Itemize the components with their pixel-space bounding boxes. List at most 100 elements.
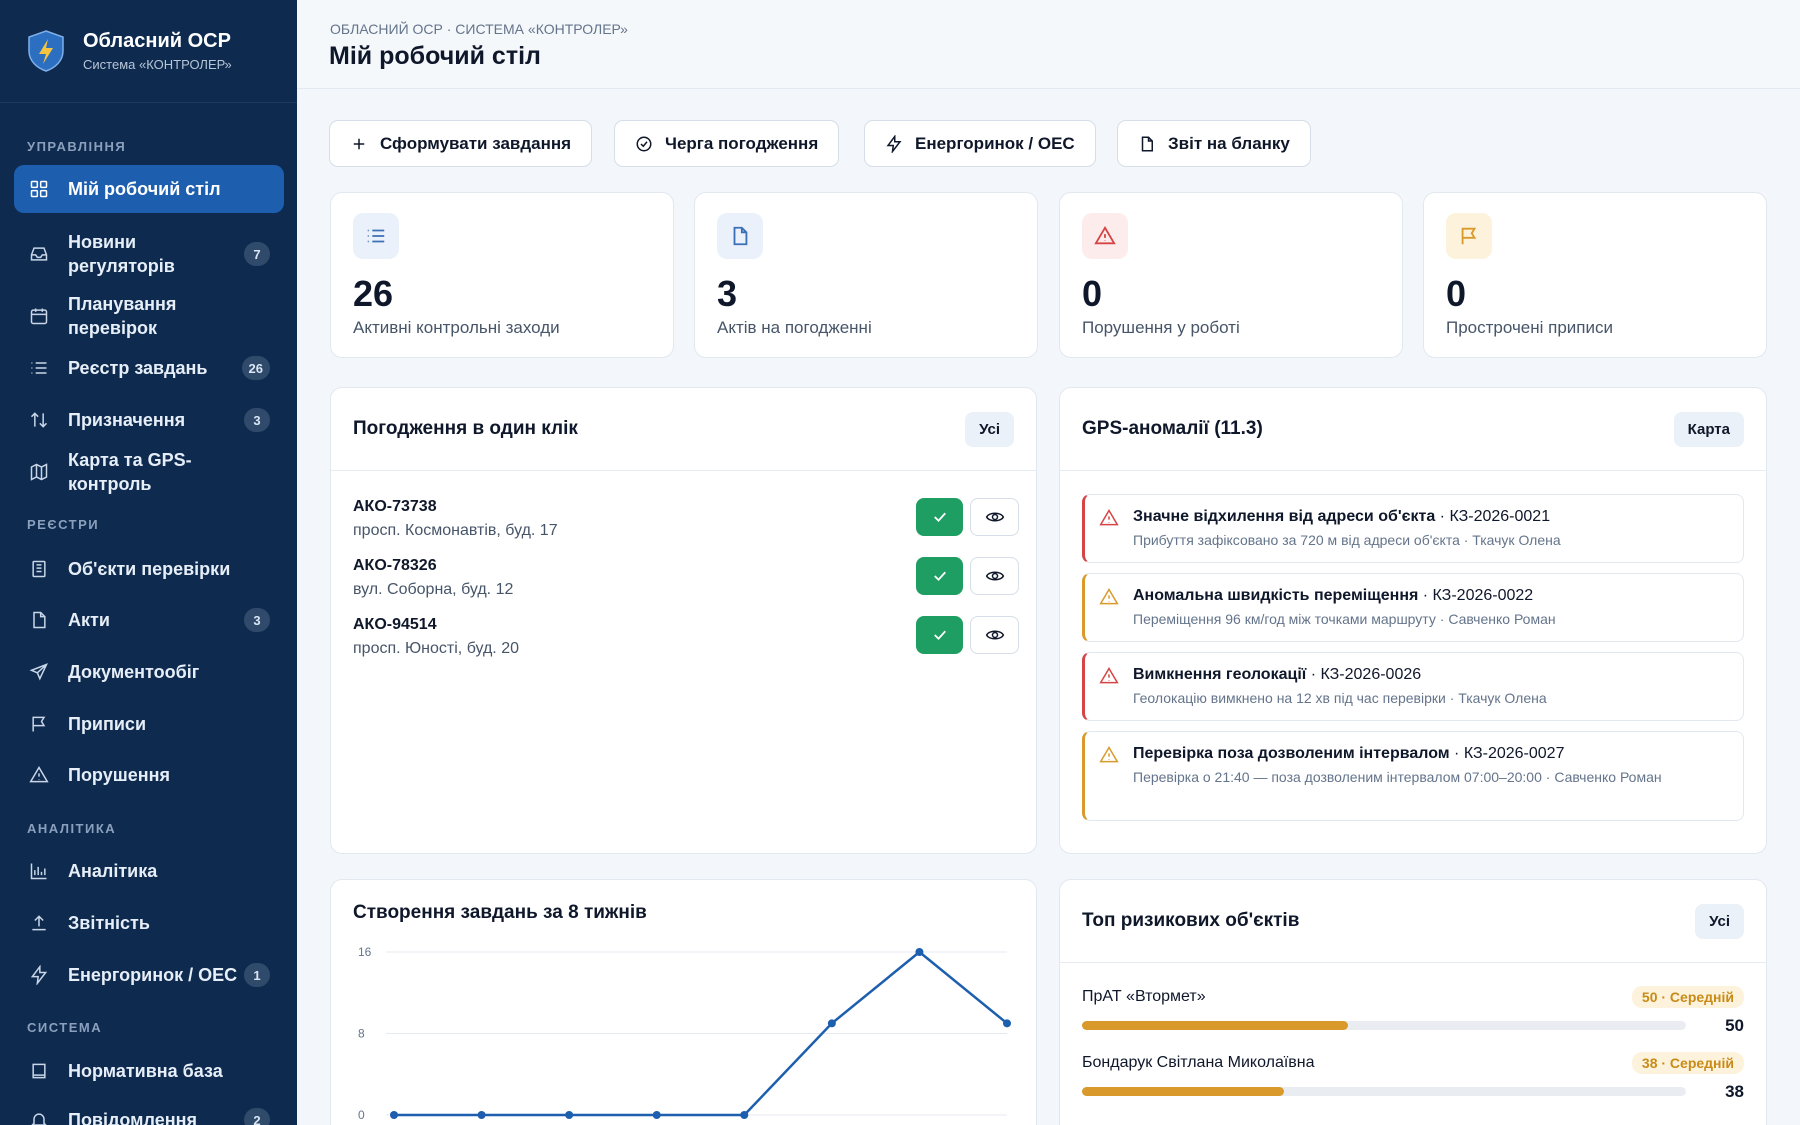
chart-icon <box>28 860 50 882</box>
create-task-label: Сформувати завдання <box>380 133 572 153</box>
stat-card-active-measures[interactable]: 26 Активні контрольні заходи <box>330 192 674 358</box>
sidebar-item-violations[interactable]: Порушення <box>14 753 284 797</box>
chart-y-tick-label: 0 <box>358 1108 365 1122</box>
chart-series-line <box>394 950 1008 1117</box>
sidebar-item-label: Новини регуляторів <box>68 232 175 276</box>
sidebar-item-label: Реєстр завдань <box>68 358 208 378</box>
stat-card-overdue-prescriptions[interactable]: 0 Прострочені приписи <box>1423 192 1767 358</box>
bell-icon <box>28 1109 50 1125</box>
brand-subtitle: Система «КОНТРОЛЕР» <box>83 57 232 72</box>
chart-point[interactable] <box>740 1111 749 1119</box>
sidebar-item-prescriptions[interactable]: Приписи <box>14 702 284 746</box>
risk-bar <box>1082 1021 1686 1030</box>
gps-anomalies-panel: GPS-аномалії (11.3) Карта Значне відхиле… <box>1059 387 1767 854</box>
warning-icon <box>1082 213 1128 259</box>
send-icon <box>28 661 50 683</box>
gps-anomaly-item[interactable]: Вимкнення геолокації · КЗ-2026-0026 Геол… <box>1082 652 1744 721</box>
sidebar-item-energy-market[interactable]: Енергоринок / ОЕС 1 <box>14 953 284 997</box>
tasks-line-chart: 0 8 16 <box>358 945 1011 1122</box>
list-icon <box>353 213 399 259</box>
stat-label: Прострочені приписи <box>1446 318 1614 337</box>
gps-anomaly-item[interactable]: Значне відхилення від адреси об'єкта · К… <box>1082 494 1744 563</box>
sidebar-item-label: Повідомлення <box>68 1110 197 1125</box>
create-task-button[interactable]: Сформувати завдання <box>329 120 593 167</box>
risk-bar-fill <box>1082 1021 1348 1030</box>
file-icon <box>717 213 763 259</box>
risk-row[interactable]: ПрАТ «Втормет» 50 · Середній 50 <box>1082 986 1744 1038</box>
gps-anomaly-desc: Перевірка о 21:40 — поза дозволеним інте… <box>1133 769 1662 785</box>
eye-icon <box>985 571 1004 581</box>
sidebar-item-reporting[interactable]: Звітність <box>14 901 284 945</box>
risk-row[interactable]: Бондарук Світлана Миколаївна 38 · Середн… <box>1082 1052 1744 1104</box>
gps-map-button[interactable]: Карта <box>1673 411 1744 447</box>
risk-objects-panel: Топ ризикових об'єктів Усі ПрАТ «Втормет… <box>1059 879 1767 1125</box>
sidebar-item-label: Мій робочий стіл <box>68 179 221 199</box>
risk-level-badge: 50 · Середній <box>1631 986 1744 1008</box>
chart-point[interactable] <box>565 1111 574 1119</box>
approval-row: АКО-94514 просп. Юності, буд. 20 <box>353 616 1019 668</box>
sidebar-item-regulatory-base[interactable]: Нормативна база <box>14 1049 284 1093</box>
gps-title: GPS-аномалії (11.3) <box>1082 418 1263 439</box>
sidebar-item-task-registry[interactable]: Реєстр завдань 26 <box>14 346 284 390</box>
sidebar-item-label: Документообіг <box>68 662 200 682</box>
sidebar-item-notifications[interactable]: Повідомлення 2 <box>14 1098 284 1125</box>
stat-card-acts-pending[interactable]: 3 Актів на погодженні <box>694 192 1038 358</box>
count-badge: 3 <box>244 408 270 432</box>
view-button[interactable] <box>970 616 1019 654</box>
risk-all-button[interactable]: Усі <box>1695 903 1744 939</box>
gps-anomaly-name: Вимкнення геолокації <box>1133 666 1307 683</box>
warning-icon <box>1099 587 1121 609</box>
book-icon <box>28 1060 50 1082</box>
gps-anomaly-desc: Геолокацію вимкнено на 12 хв під час пер… <box>1133 690 1547 706</box>
sidebar-item-planning[interactable]: Планування перевірок <box>14 294 284 338</box>
chart-point[interactable] <box>827 1019 836 1028</box>
stat-value: 3 <box>717 273 738 314</box>
stat-label: Активні контрольні заходи <box>353 318 560 337</box>
chart-point[interactable] <box>1003 1019 1011 1028</box>
risk-object-name: ПрАТ «Втормет» <box>1082 988 1206 1005</box>
warning-icon <box>1099 745 1121 767</box>
chart-point[interactable] <box>390 1111 398 1119</box>
risk-bar-fill <box>1082 1087 1285 1096</box>
sidebar-item-acts[interactable]: Акти 3 <box>14 598 284 642</box>
sidebar-item-label: Приписи <box>68 714 147 734</box>
approve-button[interactable] <box>916 616 963 654</box>
sidebar-item-regulator-news[interactable]: Новини регуляторів 7 <box>14 228 284 280</box>
chart-point[interactable] <box>915 948 924 956</box>
count-badge: 3 <box>244 608 270 632</box>
gps-anomaly-desc: Прибуття зафіксовано за 720 м від адреси… <box>1133 532 1561 548</box>
sidebar-item-document-flow[interactable]: Документообіг <box>14 650 284 694</box>
approvals-all-button[interactable]: Усі <box>965 411 1014 447</box>
approve-button[interactable] <box>916 557 963 595</box>
approval-queue-button[interactable]: Черга погодження <box>614 120 840 167</box>
gps-anomaly-item[interactable]: Перевірка поза дозволеним інтервалом · К… <box>1082 731 1744 821</box>
stat-card-violations[interactable]: 0 Порушення у роботі <box>1059 192 1403 358</box>
page-header: ОБЛАСНИЙ ОСР · СИСТЕМА «КОНТРОЛЕР» Мій р… <box>297 0 1800 89</box>
arrows-icon <box>28 409 50 431</box>
view-button[interactable] <box>970 498 1019 536</box>
chart-point[interactable] <box>652 1111 661 1119</box>
gps-anomaly-name: Значне відхилення від адреси об'єкта <box>1133 508 1436 525</box>
sidebar-item-dashboard[interactable]: Мій робочий стіл <box>14 165 284 213</box>
section-label-analytics: АНАЛІТИКА <box>27 821 117 836</box>
check-icon <box>933 571 946 582</box>
risk-score: 50 <box>1725 1016 1744 1035</box>
flag-icon <box>28 713 50 735</box>
stat-label: Порушення у роботі <box>1082 318 1240 337</box>
approve-button[interactable] <box>916 498 963 536</box>
sidebar-item-label: Енергоринок / ОЕС <box>68 965 238 985</box>
brand[interactable]: Обласний ОСР Система «КОНТРОЛЕР» <box>0 0 297 103</box>
sidebar-item-assignments[interactable]: Призначення 3 <box>14 398 284 442</box>
sidebar-item-label: Порушення <box>68 765 170 785</box>
sidebar-item-analytics[interactable]: Аналітика <box>14 849 284 893</box>
sidebar-item-objects[interactable]: Об'єкти перевірки <box>14 547 284 591</box>
view-button[interactable] <box>970 557 1019 595</box>
risk-object-name: Бондарук Світлана Миколаївна <box>1082 1054 1315 1071</box>
approval-address: просп. Космонавтів, буд. 17 <box>353 522 558 539</box>
sidebar-item-map-gps[interactable]: Карта та GPS-контроль <box>14 450 284 494</box>
report-form-button[interactable]: Звіт на бланку <box>1117 120 1311 167</box>
chart-point[interactable] <box>477 1111 486 1119</box>
approvals-title: Погодження в один клік <box>353 418 578 439</box>
energy-market-button[interactable]: Енергоринок / ОЕС <box>864 120 1096 167</box>
gps-anomaly-item[interactable]: Аномальна швидкість переміщення · КЗ-202… <box>1082 573 1744 642</box>
